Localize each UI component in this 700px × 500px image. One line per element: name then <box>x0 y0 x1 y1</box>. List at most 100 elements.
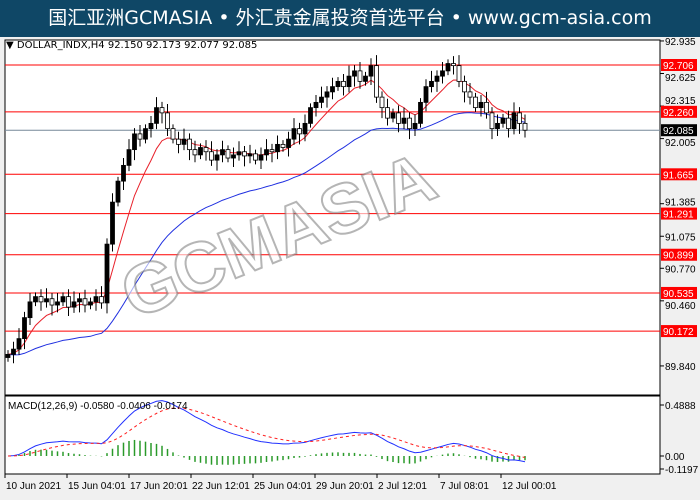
candle <box>154 107 159 124</box>
candle <box>82 298 88 306</box>
y-tick-label: 92.005 <box>665 138 696 149</box>
candle <box>209 151 214 161</box>
candle <box>467 91 473 98</box>
candle <box>247 153 253 157</box>
level-badge <box>661 59 697 71</box>
x-tick-label: 25 Jun 04:01 <box>254 481 312 492</box>
candle <box>385 107 390 119</box>
candle <box>22 317 27 340</box>
candle <box>27 301 33 319</box>
collapse-triangle-icon[interactable]: ▼ <box>6 40 17 51</box>
y-tick-label: 91.385 <box>665 198 696 209</box>
y-tick-label: 90.770 <box>665 264 696 275</box>
y-tick-label: 92.315 <box>665 96 696 107</box>
level-label: 90.172 <box>663 327 694 338</box>
current-price-label: 92.085 <box>663 126 694 137</box>
candle <box>308 107 313 124</box>
candle <box>429 80 434 88</box>
candle <box>269 149 275 153</box>
candle <box>71 301 77 308</box>
candle <box>110 201 115 245</box>
candle <box>352 70 357 77</box>
current-price-badge <box>661 124 697 137</box>
macd-label: MACD(12,26,9) -0.0580 -0.0406 -0.0174 <box>8 401 188 412</box>
candle <box>363 75 368 82</box>
candle <box>143 128 148 140</box>
candle <box>121 164 126 182</box>
candle <box>396 112 401 124</box>
candle <box>357 70 363 82</box>
macd-line <box>7 400 526 463</box>
y-tick-label: 91.075 <box>665 232 696 243</box>
y-tick-label: 90.460 <box>665 301 696 312</box>
candle <box>242 151 247 157</box>
macd-y-tick-label: 0.00 <box>665 452 685 463</box>
candle <box>478 101 484 109</box>
level-badge <box>661 286 697 299</box>
candle <box>264 149 269 156</box>
symbol-text: DOLLAR_INDX,H4 92.150 92.173 92.077 92.0… <box>16 40 258 51</box>
price-chart[interactable]: 92.935 92.625 92.315 92.005 91.385 91.075 90.7… <box>0 37 700 500</box>
candle <box>302 122 308 135</box>
candle <box>341 80 346 88</box>
candle <box>225 149 231 159</box>
candle <box>291 128 297 140</box>
level-label: 90.535 <box>663 289 694 300</box>
level-badge <box>661 168 697 181</box>
macd-y-tick-label: 0.4888 <box>665 401 696 412</box>
candle <box>451 63 456 67</box>
slow-ma-line <box>7 112 526 356</box>
candle <box>99 296 104 304</box>
y-tick-label: 92.935 <box>665 37 696 48</box>
candle <box>5 353 11 358</box>
candle <box>319 96 324 103</box>
candle <box>253 153 258 161</box>
candle <box>500 117 506 124</box>
candle <box>93 296 99 303</box>
candle <box>286 138 291 148</box>
x-tick-label: 22 Jun 12:01 <box>192 481 250 492</box>
candle <box>44 298 49 303</box>
symbol-label: ▼ DOLLAR_INDX,H4 92.150 92.173 92.077 92… <box>6 40 257 51</box>
candle <box>115 180 121 203</box>
candle <box>104 243 110 304</box>
candle <box>11 348 16 355</box>
y-tick-label: 89.840 <box>665 362 696 373</box>
level-badge <box>661 325 697 338</box>
candle <box>33 296 38 303</box>
candle <box>522 122 528 131</box>
candle <box>517 112 522 124</box>
level-label: 91.291 <box>663 210 694 221</box>
candle <box>297 128 302 135</box>
candle <box>412 122 418 130</box>
candle <box>506 117 511 130</box>
candle <box>456 65 462 82</box>
candle <box>374 65 379 98</box>
candle <box>258 154 264 161</box>
x-tick-label: 7 Jul 08:01 <box>440 481 489 492</box>
candle <box>137 133 143 140</box>
candle <box>495 122 500 130</box>
candle <box>187 138 192 151</box>
x-tick-label: 12 Jul 00:01 <box>502 481 557 492</box>
y-tick-label: 92.625 <box>665 73 696 84</box>
candle <box>440 70 445 77</box>
candle <box>170 128 176 140</box>
candle <box>407 117 412 130</box>
level-label: 92.706 <box>663 61 694 72</box>
candle <box>484 101 489 114</box>
candle <box>368 65 374 77</box>
candle <box>473 96 478 109</box>
candle <box>55 301 60 306</box>
candle <box>324 91 330 98</box>
level-badge <box>661 105 697 118</box>
candle <box>165 112 170 130</box>
x-tick-label: 2 Jul 12:01 <box>378 481 427 492</box>
candle <box>313 101 319 109</box>
candle <box>132 133 137 151</box>
candle <box>220 149 225 156</box>
candle <box>203 147 209 153</box>
candle <box>418 101 423 124</box>
candle <box>159 107 165 114</box>
level-badge <box>661 248 697 261</box>
